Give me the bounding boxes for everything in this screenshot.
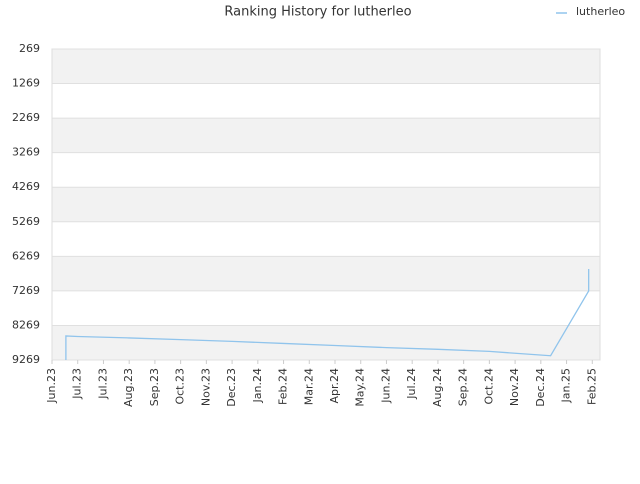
x-tick-label: Jan.25: [560, 368, 573, 403]
x-tick-label: Dec.23: [225, 368, 238, 407]
y-tick-label: 6269: [12, 249, 40, 262]
x-tick-label: Jun.24: [379, 368, 392, 404]
y-tick-label: 269: [19, 42, 40, 55]
x-tick-label: Apr.24: [328, 368, 341, 404]
x-tick-label: Nov.24: [508, 368, 521, 406]
y-tick-label: 9269: [12, 353, 40, 366]
grid-band: [52, 325, 600, 360]
x-tick-label: Aug.24: [431, 368, 444, 407]
grid-band: [52, 187, 600, 222]
x-tick-label: Feb.24: [277, 368, 290, 405]
grid-band: [52, 256, 600, 291]
x-tick-label: Feb.25: [585, 368, 598, 405]
y-tick-label: 4269: [12, 180, 40, 193]
x-tick-label: Jan.24: [251, 368, 264, 403]
x-tick-label: Jun.23: [45, 368, 58, 404]
x-tick-label: Sep.24: [457, 368, 470, 406]
x-tick-label: Aug.23: [122, 368, 135, 407]
y-tick-label: 3269: [12, 146, 40, 159]
grid-band: [52, 49, 600, 84]
y-tick-label: 2269: [12, 111, 40, 124]
grid-band: [52, 118, 600, 153]
y-tick-label: 8269: [12, 318, 40, 331]
y-tick-label: 5269: [12, 215, 40, 228]
x-tick-label: Jul.23: [71, 368, 84, 400]
x-tick-label: Dec.24: [534, 368, 547, 407]
data-line: [65, 269, 590, 360]
y-tick-label: 7269: [12, 284, 40, 297]
x-tick-label: Jul.24: [405, 368, 418, 400]
x-tick-label: Oct.24: [482, 368, 495, 405]
x-tick-label: Nov.23: [199, 368, 212, 406]
x-tick-label: Oct.23: [174, 368, 187, 405]
x-tick-label: May.24: [354, 368, 367, 407]
chart-title: Ranking History for lutherleo: [224, 5, 411, 20]
x-tick-label: Mar.24: [302, 368, 315, 405]
x-tick-label: Jul.23: [96, 368, 109, 400]
x-tick-label: Sep.23: [148, 368, 161, 406]
y-tick-label: 1269: [12, 77, 40, 90]
legend-label: lutherleo: [576, 5, 625, 18]
